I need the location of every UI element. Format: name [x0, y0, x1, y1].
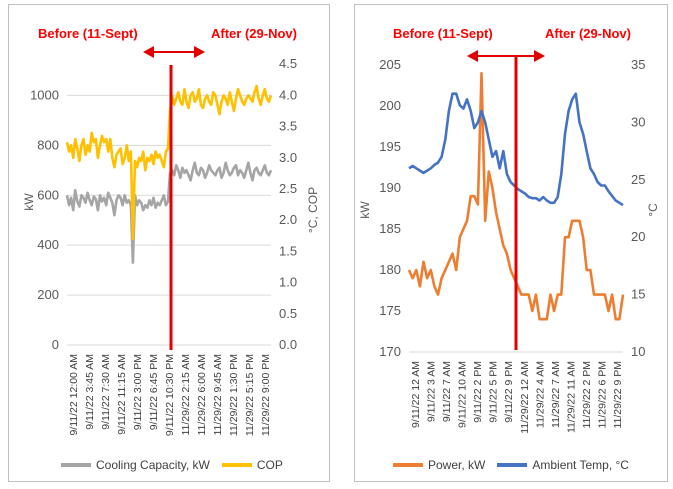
y2-tick-label: 25: [631, 172, 645, 187]
legend-item-cop: COP: [221, 458, 283, 472]
left-legend: Cooling Capacity, kW COP: [61, 458, 295, 472]
x-tick-label: 11/29/22 7 AM: [550, 361, 562, 428]
x-tick-label: 11/29/22 5:15 PM: [244, 354, 256, 436]
x-tick-label: 11/29/22 9 PM: [612, 361, 624, 429]
x-tick-label: 9/11/22 3 AM: [426, 361, 438, 422]
y2-tick-label: 3.5: [279, 119, 297, 134]
after-annotation: After (29-Nov): [545, 26, 631, 41]
y2-tick-label: 20: [631, 229, 645, 244]
before-annotation: Before (11-Sept): [393, 26, 493, 41]
y2-tick-label: 1.5: [279, 243, 297, 258]
y-tick-label: 0: [52, 337, 59, 352]
y-tick-label: 400: [37, 237, 59, 252]
x-tick-label: 9/11/22 2 PM: [472, 361, 484, 423]
y2-tick-label: 10: [631, 344, 645, 359]
y2-tick-label: 0.0: [279, 337, 297, 352]
y-tick-label: 170: [379, 344, 401, 359]
before-annotation: Before (11-Sept): [38, 26, 138, 41]
x-tick-label: 11/29/22 2:15 AM: [180, 354, 192, 436]
x-tick-label: 11/29/22 4 AM: [534, 361, 546, 428]
legend-label: Power, kW: [428, 458, 486, 472]
x-tick-label: 11/29/22 12 AM: [519, 361, 531, 434]
y2-tick-label: 35: [631, 57, 645, 72]
y-tick-label: 185: [379, 221, 401, 236]
y-tick-label: 180: [379, 262, 401, 277]
legend-item-power: Power, kW: [393, 458, 485, 472]
y2-tick-label: 4.5: [279, 56, 297, 71]
y2-tick-label: 15: [631, 287, 645, 302]
y2-tick-label: 4.0: [279, 87, 297, 102]
y2-tick-label: 30: [631, 114, 645, 129]
x-tick-label: 9/11/22 7 AM: [441, 361, 453, 422]
arrow-head-left: [143, 46, 154, 58]
arrow-head-right: [534, 50, 545, 62]
y-tick-label: 190: [379, 180, 401, 195]
legend-item-ambient: Ambient Temp, °C: [497, 458, 629, 472]
chart-panel-right: 170 175 180 185 190 195 200 205 10 15 20 25 30 35 9/11…: [354, 4, 668, 482]
y-tick-label: 200: [37, 287, 59, 302]
y2-tick-label: 2.0: [279, 212, 297, 227]
x-tick-label: 9/11/22 10 AM: [457, 361, 469, 428]
x-tick-label: 9/11/22 3:00 PM: [132, 354, 144, 430]
legend-swatch-blue: [497, 463, 528, 467]
x-tick-label: 9/11/22 10:30 PM: [164, 354, 176, 436]
x-tick-label: 9/11/22 3:45 AM: [84, 354, 96, 430]
x-tick-label: 9/11/22 12:00 AM: [68, 354, 80, 436]
x-tick-label: 9/11/22 11:15 AM: [116, 354, 128, 435]
y2-axis-title: °C, COP: [306, 187, 320, 233]
x-tick-label: 11/29/22 6:00 AM: [196, 354, 208, 436]
y2-tick-label: 0.5: [279, 306, 297, 321]
legend-swatch-yellow: [221, 463, 252, 467]
y-axis-title: kW: [22, 193, 36, 211]
y-axis-title: kW: [358, 201, 372, 219]
x-tick-label: 11/29/22 1:30 PM: [228, 354, 240, 436]
y-tick-label: 195: [379, 139, 401, 154]
after-annotation: After (29-Nov): [211, 26, 297, 41]
x-tick-label: 11/29/22 6 PM: [596, 361, 608, 429]
x-tick-label: 11/29/22 11 AM: [565, 361, 577, 433]
x-tick-label: 11/29/22 2 PM: [581, 361, 593, 429]
y-tick-label: 175: [379, 303, 401, 318]
legend-label: Cooling Capacity, kW: [96, 458, 210, 472]
arrow-head-left: [467, 50, 478, 62]
y2-tick-label: 1.0: [279, 275, 297, 290]
x-tick-label: 9/11/22 9 PM: [503, 361, 515, 423]
legend-swatch-orange: [393, 463, 423, 467]
legend-item-cooling: Cooling Capacity, kW: [61, 458, 210, 472]
right-legend: Power, kW Ambient Temp, °C: [393, 458, 641, 472]
legend-label: COP: [256, 458, 283, 472]
series-line-secondary: [65, 84, 273, 241]
x-tick-label: 9/11/22 6:45 PM: [148, 354, 160, 430]
legend-label: Ambient Temp, °C: [532, 458, 629, 472]
y-tick-label: 205: [379, 57, 401, 72]
y-tick-label: 200: [379, 98, 401, 113]
y-tick-label: 1000: [30, 87, 59, 102]
series-line-primary: [65, 161, 273, 264]
y2-axis-title: °C: [646, 203, 660, 217]
right-chart-svg: 170 175 180 185 190 195 200 205 10 15 20 25 30 35 9/11…: [358, 26, 660, 434]
y2-tick-label: 2.5: [279, 181, 297, 196]
x-tick-label: 11/29/22 9:00 PM: [260, 354, 272, 436]
y-tick-label: 800: [37, 137, 59, 152]
x-tick-label: 9/11/22 5 PM: [488, 361, 500, 423]
arrow-head-right: [194, 46, 205, 58]
y-tick-label: 600: [37, 187, 59, 202]
y2-tick-label: 3.0: [279, 150, 297, 165]
chart-panel-left: 0 200 400 600 800 1000 0.0 0.5 1.0 1.5 2.0 2.5 3.0 3.…: [8, 4, 330, 482]
legend-swatch-gray: [61, 463, 91, 467]
x-tick-label: 11/29/22 9:45 AM: [212, 354, 224, 436]
x-tick-label: 9/11/22 7:30 AM: [100, 354, 112, 430]
x-tick-label: 9/11/22 12 AM: [410, 361, 422, 428]
left-chart-svg: 0 200 400 600 800 1000 0.0 0.5 1.0 1.5 2.0 2.5 3.0 3.…: [22, 26, 320, 436]
